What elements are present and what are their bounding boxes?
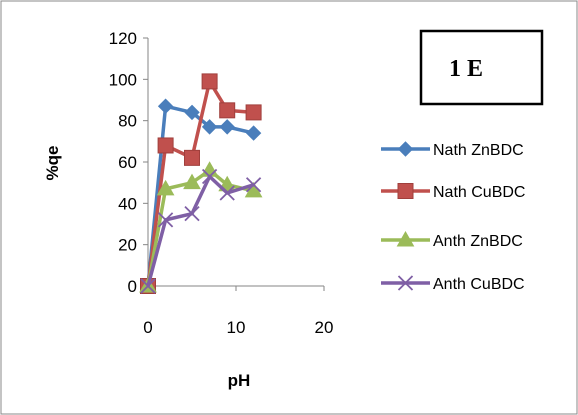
legend-item: Anth CuBDC [381, 275, 525, 293]
y-axis-title: %qe [43, 146, 62, 181]
legend-item: Nath ZnBDC [381, 141, 524, 159]
axes: 0 20 40 60 80 100 120 0 10 20 [109, 29, 334, 337]
data-point [157, 212, 174, 228]
data-point [140, 278, 156, 294]
series-layer [139, 73, 263, 294]
legend-label: Anth ZnBDC [433, 233, 523, 250]
series-3 [140, 168, 262, 294]
legend-marker [397, 275, 414, 291]
x-tick-label: 0 [143, 318, 152, 337]
legend-marker [397, 183, 414, 199]
data-point [201, 73, 218, 90]
data-point [157, 98, 174, 114]
data-point [245, 177, 262, 193]
data-point [183, 173, 201, 190]
legend-marker [397, 141, 414, 157]
legend-label: Anth CuBDC [433, 276, 525, 293]
y-tick-label: 80 [118, 112, 137, 131]
data-point [219, 102, 236, 119]
series-line [146, 174, 255, 287]
y-tick-label: 40 [118, 194, 137, 213]
y-tick-label: 0 [128, 277, 137, 296]
legend-label: Nath ZnBDC [433, 142, 524, 159]
data-point [245, 125, 262, 141]
legend-item: Anth ZnBDC [381, 230, 523, 250]
data-point [219, 119, 235, 135]
data-point [184, 206, 200, 222]
data-point [201, 119, 218, 135]
legend-marker [396, 230, 415, 247]
y-tick-label: 60 [118, 153, 137, 172]
x-axis-title: pH [228, 371, 251, 390]
data-point [156, 179, 175, 196]
data-point [245, 104, 262, 121]
y-tick-label: 20 [118, 236, 137, 255]
annotation-box: 1 E [419, 29, 544, 106]
data-point [201, 168, 218, 185]
legend-item: Nath CuBDC [381, 183, 525, 201]
data-point [184, 104, 200, 121]
data-point [219, 185, 235, 201]
y-tick-label: 100 [109, 70, 137, 89]
annotation-text: 1 E [449, 56, 483, 82]
data-point [157, 137, 174, 154]
x-tick-label: 10 [227, 318, 246, 337]
legend: Nath ZnBDC Nath CuBDC Anth ZnBDC Anth CuBDC [381, 141, 525, 293]
x-tick-label: 20 [315, 318, 334, 337]
y-tick-label: 120 [109, 29, 137, 48]
data-point [184, 149, 200, 166]
legend-label: Nath CuBDC [433, 184, 525, 201]
